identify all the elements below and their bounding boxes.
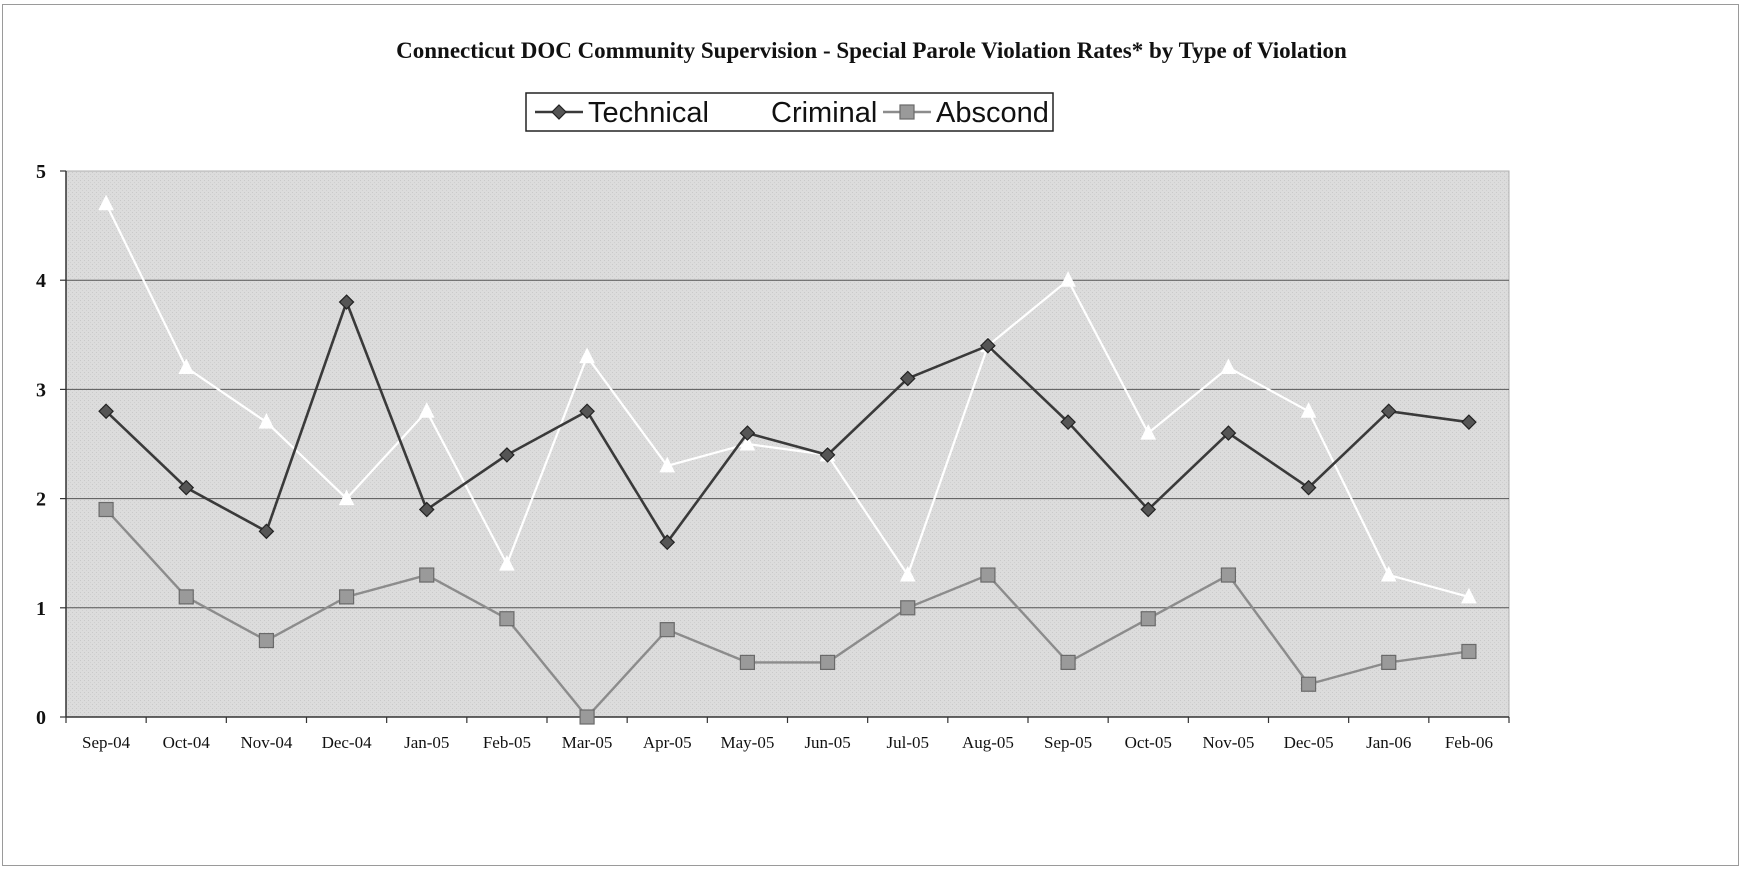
point-abscond: [900, 600, 916, 616]
y-tick-label: 2: [36, 489, 46, 511]
x-tick-label: Sep-04: [82, 733, 131, 752]
x-tick-label: Jul-05: [887, 733, 930, 752]
point-technical: [579, 403, 595, 420]
point-abscond: [1220, 567, 1237, 583]
x-tick-label: Dec-04: [322, 733, 373, 752]
point-abscond: [499, 611, 515, 627]
x-tick-label: Apr-05: [643, 733, 692, 752]
point-criminal: [1380, 565, 1397, 582]
point-criminal: [1461, 587, 1477, 604]
point-criminal: [739, 434, 756, 451]
point-technical: [819, 447, 836, 463]
point-technical: [499, 447, 515, 463]
x-tick-label: Jan-05: [404, 733, 449, 752]
x-tick-label: Oct-05: [1125, 733, 1172, 752]
point-technical: [418, 501, 435, 518]
legend-label-criminal: Criminal: [771, 97, 877, 129]
x-tick-label: Jun-05: [804, 733, 850, 752]
series-line-technical: [105, 298, 1470, 545]
legend-marker-technical: [551, 104, 567, 120]
point-technical: [98, 403, 114, 420]
point-abscond: [819, 654, 836, 671]
x-tick-label: Jan-06: [1366, 733, 1411, 752]
series-line-abscond: [105, 508, 1470, 719]
y-tick-label: 3: [36, 379, 46, 401]
point-abscond: [579, 709, 595, 725]
point-criminal: [1060, 271, 1076, 287]
point-technical: [739, 425, 756, 441]
point-technical: [980, 337, 996, 354]
point-criminal: [1220, 358, 1237, 375]
point-abscond: [1300, 676, 1317, 692]
point-technical: [1140, 501, 1157, 518]
point-abscond: [178, 589, 194, 605]
x-tick-label: Oct-04: [163, 733, 211, 752]
point-abscond: [419, 567, 435, 583]
y-tick-label: 5: [36, 161, 46, 183]
x-tick-label: Dec-05: [1284, 733, 1334, 752]
x-tick-label: Feb-05: [483, 733, 531, 752]
chart-title: Connecticut DOC Community Supervision - …: [396, 38, 1347, 63]
x-tick-label: May-05: [721, 733, 775, 752]
point-technical: [1220, 425, 1237, 441]
legend-label-technical: Technical: [588, 97, 709, 129]
point-abscond: [739, 654, 756, 671]
point-abscond: [98, 501, 114, 518]
point-abscond: [338, 589, 355, 605]
point-technical: [659, 534, 676, 551]
x-tick-label: Aug-05: [962, 733, 1014, 752]
point-criminal: [899, 565, 916, 582]
point-technical: [1380, 403, 1397, 420]
point-abscond: [659, 622, 675, 638]
series-line-criminal: [105, 203, 1470, 598]
point-technical: [338, 294, 355, 310]
y-tick-label: 1: [36, 598, 46, 620]
point-abscond: [1140, 611, 1156, 627]
point-technical: [258, 523, 275, 540]
point-technical: [899, 370, 916, 387]
legend-label-abscond: Abscond: [936, 97, 1049, 129]
legend-marker-criminal: [732, 102, 748, 119]
y-tick-label: 0: [36, 707, 46, 729]
x-tick-label: Nov-05: [1202, 733, 1254, 752]
x-tick-label: Mar-05: [562, 733, 613, 752]
point-abscond: [1381, 654, 1397, 671]
point-technical: [1060, 414, 1076, 431]
legend-box: [525, 92, 1054, 132]
x-tick-label: Feb-06: [1445, 733, 1493, 752]
point-criminal: [659, 456, 676, 473]
point-technical: [178, 479, 195, 496]
point-criminal: [338, 489, 355, 506]
point-criminal: [178, 358, 195, 375]
point-abscond: [1461, 643, 1477, 660]
point-technical: [1300, 479, 1317, 496]
point-criminal: [1140, 423, 1157, 440]
x-tick-label: Nov-04: [240, 733, 292, 752]
x-tick-label: Sep-05: [1044, 733, 1092, 752]
legend-marker-abscond: [899, 104, 915, 120]
point-criminal: [418, 402, 435, 418]
point-abscond: [1060, 654, 1076, 671]
y-tick-label: 4: [36, 270, 46, 292]
point-abscond: [980, 567, 996, 583]
point-criminal: [579, 347, 595, 364]
point-criminal: [1300, 402, 1317, 418]
point-technical: [1461, 414, 1477, 431]
point-criminal: [499, 555, 515, 571]
point-criminal: [98, 194, 114, 211]
point-criminal: [258, 413, 275, 429]
point-abscond: [258, 632, 275, 649]
